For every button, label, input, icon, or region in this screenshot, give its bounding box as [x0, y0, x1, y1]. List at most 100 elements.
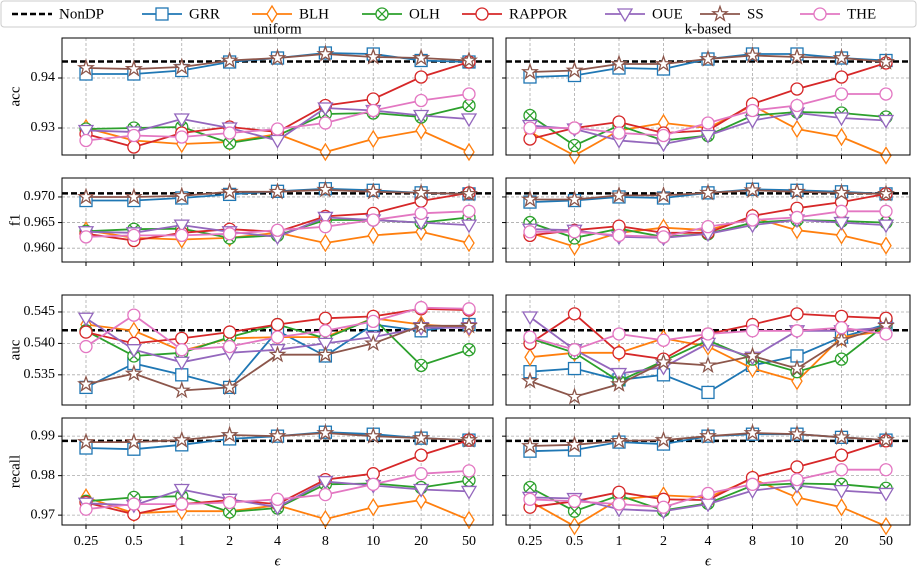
marker: [699, 355, 717, 374]
marker: [415, 490, 427, 510]
marker: [832, 330, 851, 348]
legend-label: BLH: [299, 6, 329, 22]
marker: [462, 473, 476, 488]
marker: [701, 385, 715, 400]
marker: [127, 308, 141, 322]
marker: [610, 185, 628, 204]
axes-frame: [505, 294, 911, 406]
y-tick-label: 0.960: [24, 240, 56, 255]
marker: [567, 225, 582, 239]
marker: [414, 206, 428, 220]
marker: [834, 204, 849, 218]
marker: [414, 93, 428, 108]
marker: [77, 374, 95, 392]
marker: [79, 133, 93, 148]
marker: [791, 221, 803, 240]
marker: [127, 497, 141, 511]
marker: [266, 4, 278, 24]
marker: [877, 52, 895, 70]
marker: [788, 359, 806, 377]
marker: [415, 121, 427, 140]
marker: [521, 62, 539, 80]
marker: [521, 190, 539, 208]
marker: [270, 317, 285, 332]
marker: [745, 103, 760, 118]
axes-frame: [61, 177, 494, 263]
marker: [877, 430, 895, 448]
marker: [612, 126, 626, 140]
marker-cross: [569, 140, 580, 151]
marker: [877, 219, 895, 234]
marker: [788, 47, 806, 65]
marker: [460, 184, 478, 202]
marker: [222, 339, 237, 354]
marker: [317, 475, 334, 490]
marker: [656, 500, 671, 514]
marker: [366, 477, 380, 491]
y-tick-label: 0.94: [31, 70, 56, 85]
marker: [701, 486, 715, 501]
marker: [743, 346, 762, 364]
marker: [834, 87, 849, 101]
marker: [175, 331, 189, 346]
marker: [834, 321, 849, 335]
marker: [319, 142, 332, 162]
marker: [268, 345, 287, 363]
marker: [879, 327, 893, 341]
marker: [475, 7, 489, 21]
marker-cross: [525, 482, 535, 493]
marker: [834, 463, 849, 477]
axes-frame: [505, 177, 911, 263]
marker: [268, 182, 287, 200]
marker: [612, 115, 626, 129]
marker: [612, 346, 626, 360]
marker: [220, 50, 239, 69]
marker: [222, 126, 237, 140]
marker: [616, 8, 634, 23]
marker: [610, 431, 628, 449]
marker: [521, 311, 539, 326]
marker: [79, 230, 93, 244]
marker: [790, 98, 804, 113]
marker-cross: [224, 507, 235, 517]
marker: [462, 98, 476, 113]
x-tick-label: 8: [749, 534, 756, 549]
marker: [460, 113, 478, 128]
marker: [833, 112, 850, 127]
marker: [172, 380, 191, 399]
y-axis-label: acc: [7, 86, 23, 106]
marker: [877, 184, 895, 202]
marker: [790, 472, 804, 487]
axes-frame: [61, 37, 494, 156]
marker: [462, 464, 476, 478]
marker: [523, 132, 537, 146]
x-tick-label: 0.5: [125, 534, 143, 549]
marker: [124, 187, 143, 205]
marker: [654, 185, 673, 204]
marker: [711, 4, 729, 22]
marker: [175, 130, 189, 144]
marker: [834, 352, 849, 366]
marker: [367, 498, 380, 517]
legend-label: SS: [747, 6, 764, 22]
marker-cross: [377, 9, 387, 19]
marker: [699, 426, 717, 444]
axes-frame: [505, 417, 911, 526]
marker: [701, 327, 715, 341]
y-tick-label: 0.970: [24, 189, 56, 204]
y-tick-label: 0.99: [31, 428, 56, 443]
marker: [462, 302, 476, 316]
y-axis-label: recall: [7, 455, 23, 488]
marker: [745, 324, 760, 338]
axes-frame: [505, 37, 911, 156]
marker: [879, 463, 893, 477]
marker: [318, 324, 333, 338]
marker-cross: [836, 354, 847, 364]
marker: [832, 48, 851, 66]
marker-cross: [569, 506, 580, 516]
marker: [316, 180, 335, 198]
marker: [366, 92, 380, 106]
marker: [813, 7, 827, 21]
marker: [460, 219, 478, 234]
marker: [172, 430, 191, 448]
